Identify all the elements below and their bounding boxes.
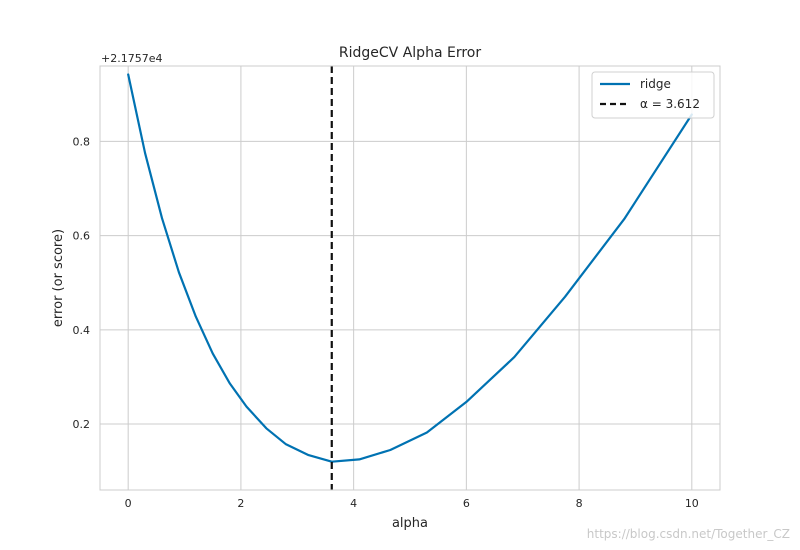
- x-tick-label: 0: [125, 497, 132, 510]
- x-axis-label: alpha: [392, 516, 428, 531]
- chart-title: RidgeCV Alpha Error: [339, 45, 481, 61]
- plot-frame: [99, 65, 721, 491]
- y-tick-label: 0.6: [73, 230, 91, 243]
- tick-layer: 0 2 4 6 8 10 0.2 0.4 0.6 0.8: [73, 135, 699, 510]
- x-tick-label: 10: [685, 497, 699, 510]
- legend-alpha-label: α = 3.612: [640, 97, 700, 111]
- y-tick-label: 0.4: [73, 324, 91, 337]
- grid-layer: [100, 66, 720, 490]
- y-tick-label: 0.2: [73, 418, 91, 431]
- x-tick-label: 4: [350, 497, 357, 510]
- y-offset-label: +2.1757e4: [101, 52, 162, 65]
- watermark: https://blog.csdn.net/Together_CZ: [587, 527, 790, 541]
- y-axis-label: error (or score): [51, 229, 66, 327]
- x-tick-label: 2: [237, 497, 244, 510]
- series-layer: [127, 66, 693, 490]
- x-tick-label: 8: [576, 497, 583, 510]
- legend: ridge α = 3.612: [591, 71, 715, 119]
- legend-ridge-label: ridge: [640, 77, 671, 91]
- x-tick-label: 6: [463, 497, 470, 510]
- series-line-ridge: [127, 73, 693, 463]
- y-tick-label: 0.8: [73, 135, 91, 148]
